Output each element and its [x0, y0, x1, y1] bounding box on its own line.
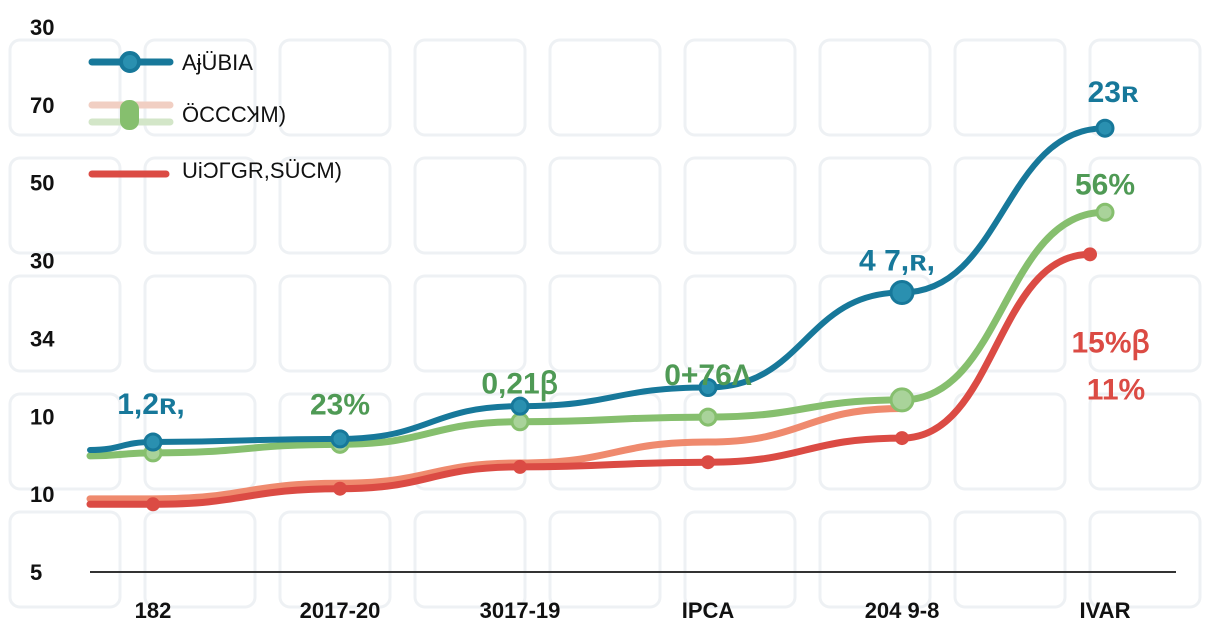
y-tick-label: 10	[30, 482, 54, 507]
background-icon	[683, 510, 797, 609]
series-lines	[86, 118, 1115, 512]
data-label: 4 7,ʀ,	[859, 244, 935, 277]
data-point	[698, 407, 718, 427]
data-label: 23%	[310, 388, 370, 421]
background-icon	[413, 38, 527, 137]
background-icon	[278, 510, 392, 609]
data-point	[1095, 118, 1115, 138]
background-icon	[548, 38, 662, 137]
background-icon	[8, 274, 122, 373]
data-point	[895, 431, 909, 446]
background-icon	[1088, 392, 1202, 491]
data-label: 0,21ꞵ	[481, 368, 558, 402]
y-tick-label: 50	[30, 171, 54, 196]
background-icon	[143, 156, 257, 255]
background-icon	[818, 156, 932, 255]
background-icon	[8, 38, 122, 137]
y-tick-label: 30	[30, 249, 54, 274]
y-tick-label: 5	[30, 560, 42, 585]
data-point	[333, 481, 347, 496]
data-point	[146, 497, 160, 512]
data-label: 56%	[1075, 168, 1135, 201]
data-point	[143, 432, 163, 452]
background-icon	[143, 510, 257, 609]
background-icon	[278, 38, 392, 137]
background-icon	[413, 274, 527, 373]
legend-marker-1	[120, 100, 139, 130]
legend-marker-0	[119, 51, 141, 73]
background-icon	[818, 392, 932, 491]
data-point	[513, 459, 527, 474]
background-icon	[278, 274, 392, 373]
background-icon	[8, 392, 122, 491]
x-tick-label: IVAR	[1080, 598, 1131, 623]
background-icon	[683, 156, 797, 255]
background-icon	[818, 510, 932, 609]
y-axis-ticks: 5 10 10 34 30 50 70 30	[30, 15, 55, 585]
x-axis-ticks: 182 2017-20 3017-19 IPCA 204 9-8 IVAR	[135, 598, 1131, 623]
background-icon	[413, 510, 527, 609]
data-point	[889, 279, 915, 305]
background-icon	[818, 38, 932, 137]
data-point	[889, 387, 915, 413]
background-icon	[548, 156, 662, 255]
y-tick-label: 10	[30, 404, 54, 429]
background-icon	[953, 274, 1067, 373]
legend-label-3: UiϽΓGR,SÜCM)	[182, 158, 342, 183]
y-tick-label: 30	[30, 15, 54, 40]
legend-label-0: AɉÜBIA	[182, 50, 253, 75]
x-tick-label: 204 9-8	[865, 598, 940, 623]
background-icon	[1088, 38, 1202, 137]
x-tick-label: 2017-20	[300, 598, 381, 623]
data-labels: 1,2ʀ, 23% 0,21ꞵ 0+76Ʌ 4 7,ʀ, 23ʀ 56% 15%ꞵ 11%	[117, 76, 1150, 421]
background-icon	[953, 392, 1067, 491]
data-label: 11%	[1087, 373, 1145, 406]
data-label: 0+76Ʌ	[664, 359, 752, 392]
series-line-3	[86, 250, 1094, 508]
legend-label-1: ÖCCCꞰM)	[182, 102, 286, 127]
background-icon	[8, 156, 122, 255]
background-icon	[143, 274, 257, 373]
background-icon	[683, 38, 797, 137]
background-icon	[1088, 156, 1202, 255]
data-point	[701, 455, 715, 470]
data-point	[510, 412, 530, 432]
series-line-2	[86, 405, 906, 503]
y-tick-label: 34	[30, 326, 55, 351]
background-icon	[413, 392, 527, 491]
series-line-1	[86, 208, 1109, 460]
x-tick-label: IPCA	[682, 598, 735, 623]
background-icon	[548, 274, 662, 373]
background-icon	[1088, 510, 1202, 609]
data-point	[1095, 202, 1115, 222]
background-icon	[548, 510, 662, 609]
background-icon	[953, 510, 1067, 609]
background-icon	[413, 156, 527, 255]
background-icon	[278, 156, 392, 255]
x-tick-label: 3017-19	[480, 598, 561, 623]
background-icon	[8, 510, 122, 609]
background-icon	[953, 156, 1067, 255]
background-icon	[548, 392, 662, 491]
data-point	[698, 377, 718, 397]
data-point	[330, 429, 350, 449]
data-label: 1,2ʀ,	[117, 388, 185, 421]
background-icon	[1088, 274, 1202, 373]
y-tick-label: 70	[30, 93, 54, 118]
data-label: 15%ꞵ	[1072, 326, 1151, 360]
series-line-0	[87, 125, 1108, 453]
x-tick-label: 182	[135, 598, 172, 623]
background-icon	[143, 38, 257, 137]
background-icon	[683, 274, 797, 373]
data-point	[510, 396, 530, 416]
background-icon	[953, 38, 1067, 137]
legend: AɉÜBIA ÖCCCꞰM) UiϽΓGR,SÜCM)	[88, 50, 342, 183]
data-label: 23ʀ	[1088, 76, 1139, 109]
data-point	[1083, 247, 1097, 262]
